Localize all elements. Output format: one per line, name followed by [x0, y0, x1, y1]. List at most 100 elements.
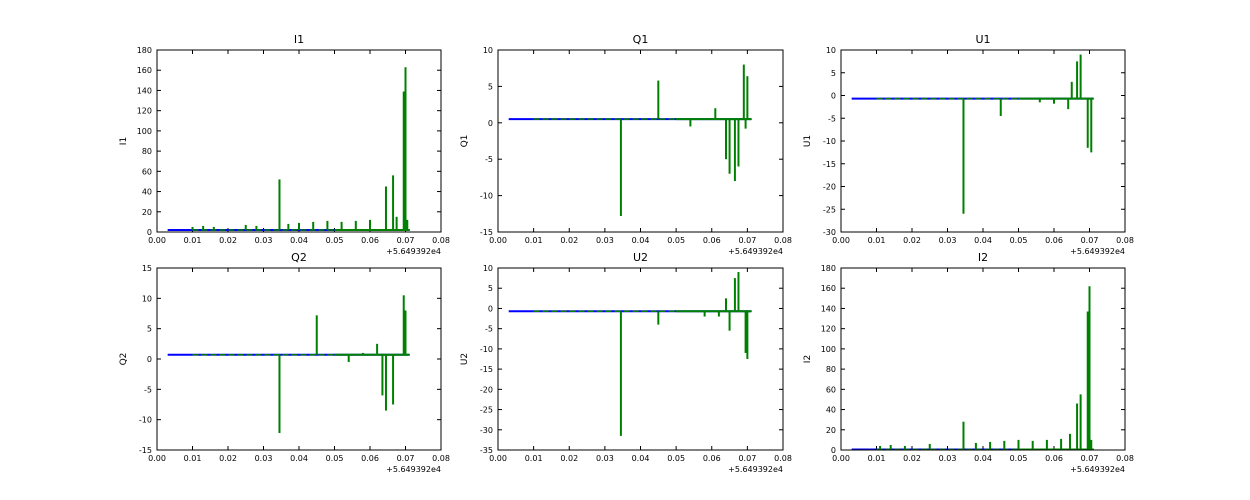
chart1-ytick-label: 180 [137, 46, 152, 55]
chart3-ytick-label: -5 [828, 114, 836, 123]
chart3-xtick-label: 0.04 [974, 236, 992, 245]
chart6-xtick-label: 0.01 [868, 454, 886, 463]
chart3-frame [840, 49, 1126, 233]
chart3-xtick-label: 0.03 [939, 236, 957, 245]
chart6-ytick-label: 140 [821, 304, 836, 313]
chart1-xtick-label: 0.02 [219, 236, 237, 245]
chart1-ytick-label: 0 [147, 228, 152, 237]
chart5-x-offset: +5.649392e4 [728, 465, 783, 474]
chart4-data [167, 295, 410, 434]
chart1-xtick-label: 0.00 [148, 236, 166, 245]
chart3-xtick-label: 0.02 [903, 236, 921, 245]
chart3-ytick-label: -10 [823, 137, 836, 146]
chart4-ytick-label: -5 [144, 385, 152, 394]
chart2-xtick-label: 0.01 [525, 236, 543, 245]
chart5-ytick-label: -20 [480, 385, 493, 394]
chart3-xtick-label: 0.06 [1045, 236, 1063, 245]
chart6-xtick-label: 0.03 [939, 454, 957, 463]
chart1-xtick-label: 0.06 [361, 236, 379, 245]
chart3-xtick-label: 0.08 [1116, 236, 1134, 245]
chart5-title: U2 [633, 251, 648, 264]
chart5-xtick-label: 0.08 [774, 454, 792, 463]
chart3-group: U1 U1 0.00 0.01 0.02 0.03 0.04 0.05 0.06 0.07 0.08… [803, 33, 1134, 256]
chart5-xtick-label: 0.02 [560, 454, 578, 463]
chart4-ytick-label: -15 [139, 446, 152, 455]
chart6-ytick-label: 40 [826, 406, 836, 415]
chart4-x-offset: +5.649392e4 [386, 465, 441, 474]
chart4-xtick-label: 0.00 [148, 454, 166, 463]
chart1-ytick-label: 60 [142, 167, 152, 176]
chart2-xtick-label: 0.08 [774, 236, 792, 245]
chart6-group: I2 I2 0.00 0.01 0.02 0.03 0.04 0.05 0.06 0.07 0.08… [803, 251, 1134, 474]
chart6-ytick-label: 160 [821, 284, 836, 293]
chart1-xtick-label: 0.04 [290, 236, 308, 245]
chart3-ytick-label: 0 [831, 92, 836, 101]
chart1-ylabel: I1 [119, 137, 129, 145]
chart3-xtick-label: 0.07 [1081, 236, 1099, 245]
chart5-ytick-label: -35 [480, 446, 493, 455]
chart6-frame [840, 267, 1126, 451]
chart4-xtick-label: 0.05 [326, 454, 344, 463]
chart1-ytick-label: 120 [137, 107, 152, 116]
chart6-ytick-label: 0 [831, 446, 836, 455]
chart2-xtick-label: 0.04 [632, 236, 650, 245]
chart5-ytick-label: -25 [480, 406, 493, 415]
chart6-ytick-label: 20 [826, 426, 836, 435]
chart2-xtick-label: 0.07 [738, 236, 756, 245]
chart6-xtick-label: 0.02 [903, 454, 921, 463]
chart1-frame [156, 49, 442, 233]
chart5-xtick-label: 0.00 [489, 454, 507, 463]
chart1-ytick-label: 40 [142, 188, 152, 197]
chart4-title: Q2 [291, 251, 307, 264]
chart2-x-offset: +5.649392e4 [728, 247, 783, 256]
chart6-title: I2 [978, 251, 988, 264]
chart5-ytick-label: 0 [488, 304, 493, 313]
chart5-group: U2 U2 0.00 0.01 0.02 0.03 0.04 0.05 0.06 0.07 0.08… [460, 251, 792, 474]
chart5-xtick-label: 0.06 [703, 454, 721, 463]
chart1-xtick-label: 0.07 [397, 236, 415, 245]
chart3-title: U1 [975, 33, 990, 46]
chart3-ylabel: U1 [803, 135, 813, 147]
chart2-xtick-label: 0.02 [560, 236, 578, 245]
chart5-xtick-label: 0.03 [596, 454, 614, 463]
chart4-ylabel: Q2 [119, 353, 129, 366]
chart5-frame [497, 267, 784, 451]
chart1-ytick-label: 80 [142, 147, 152, 156]
chart4-ytick-label: 5 [147, 325, 152, 334]
chart2-xtick-label: 0.05 [667, 236, 685, 245]
chart6-xtick-label: 0.05 [1010, 454, 1028, 463]
chart4-ytick-label: 15 [142, 264, 152, 273]
chart1-ytick-label: 20 [142, 208, 152, 217]
chart2-ytick-label: 5 [488, 82, 493, 91]
chart3-ytick-label: -15 [823, 160, 836, 169]
chart6-ytick-label: 100 [821, 345, 836, 354]
chart2-xtick-label: 0.03 [596, 236, 614, 245]
chart6-xtick-label: 0.07 [1081, 454, 1099, 463]
chart4-xtick-label: 0.08 [432, 454, 450, 463]
chart1-ytick-label: 160 [137, 66, 152, 75]
chart2-ytick-label: -5 [485, 155, 493, 164]
chart5-ytick-label: -15 [480, 365, 493, 374]
chart4-group: Q2 Q2 0.00 0.01 0.02 0.03 0.04 0.05 0.06 0.07 0.08… [119, 251, 450, 474]
chart1-ytick-label: 100 [137, 127, 152, 136]
chart1-title: I1 [294, 33, 304, 46]
chart3-x-offset: +5.649392e4 [1070, 247, 1125, 256]
chart2-group: Q1 Q1 0.00 0.01 0.02 0.03 0.04 0.05 0.06 0.07 0.08… [460, 33, 792, 256]
chart5-xtick-label: 0.04 [632, 454, 650, 463]
chart3-ytick-label: -30 [823, 228, 836, 237]
chart5-data [508, 272, 752, 436]
chart1-xtick-label: 0.05 [326, 236, 344, 245]
chart6-ylabel: I2 [803, 355, 813, 363]
chart6-xtick-label: 0.08 [1116, 454, 1134, 463]
chart6-data [851, 286, 1094, 450]
chart6-ytick-label: 80 [826, 365, 836, 374]
chart4-xtick-label: 0.04 [290, 454, 308, 463]
chart6-xtick-label: 0.00 [832, 454, 850, 463]
chart6-ytick-label: 180 [821, 264, 836, 273]
chart6-ytick-label: 60 [826, 385, 836, 394]
chart4-frame [156, 267, 442, 451]
chart3-xtick-label: 0.05 [1010, 236, 1028, 245]
chart6-ytick-label: 120 [821, 325, 836, 334]
chart5-ytick-label: -10 [480, 345, 493, 354]
